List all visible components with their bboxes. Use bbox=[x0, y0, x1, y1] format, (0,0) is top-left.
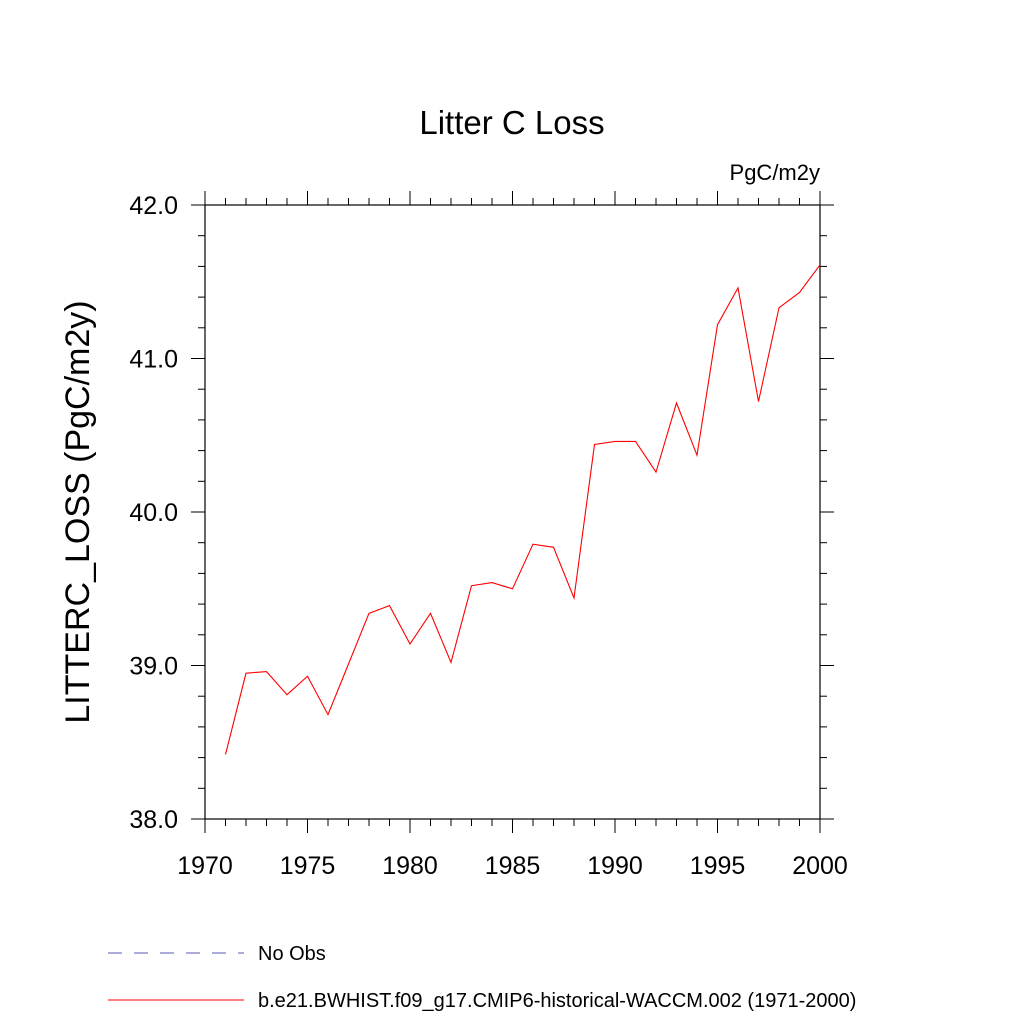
x-tick-label: 2000 bbox=[792, 852, 848, 880]
legend-label: b.e21.BWHIST.f09_g17.CMIP6-historical-WA… bbox=[258, 990, 856, 1012]
chart-title: Litter C Loss bbox=[419, 104, 604, 141]
plot-frame bbox=[204, 204, 821, 820]
legend: No Obs b.e21.BWHIST.f09_g17.CMIP6-histori… bbox=[108, 943, 856, 1012]
y-tick-label: 41.0 bbox=[129, 346, 178, 374]
axis-ticks: 1970 1975 1980 1985 1990 1995 2000 38.0 39.0 40.0… bbox=[129, 191, 848, 880]
series-line bbox=[224, 264, 821, 755]
x-tick-label: 1970 bbox=[177, 852, 233, 880]
x-tick-label: 1990 bbox=[587, 852, 643, 880]
series-layer bbox=[224, 264, 821, 755]
x-tick-label: 1995 bbox=[690, 852, 746, 880]
y-axis-label: LITTERC_LOSS (PgC/m2y) bbox=[59, 300, 97, 723]
legend-label: No Obs bbox=[258, 943, 326, 965]
y-tick-label: 42.0 bbox=[129, 192, 178, 220]
x-tick-label: 1985 bbox=[485, 852, 541, 880]
x-tick-label: 1980 bbox=[382, 852, 438, 880]
y-tick-label: 38.0 bbox=[129, 806, 178, 834]
units-label: PgC/m2y bbox=[730, 160, 820, 185]
y-tick-label: 39.0 bbox=[129, 653, 178, 681]
x-tick-label: 1975 bbox=[280, 852, 336, 880]
y-tick-label: 40.0 bbox=[129, 499, 178, 527]
